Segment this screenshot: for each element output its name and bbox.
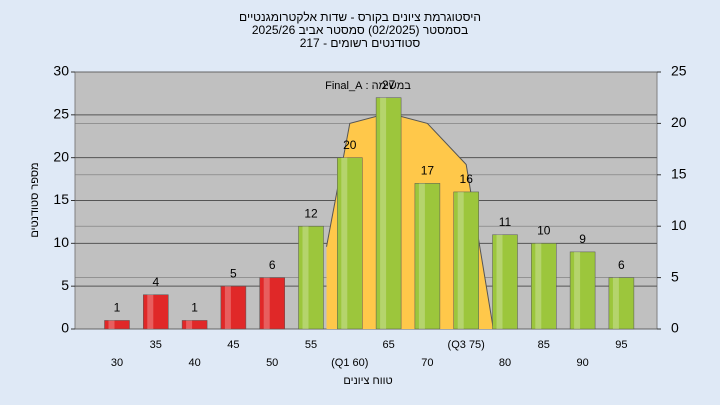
- bar-highlight: [612, 277, 619, 329]
- bar: [181, 320, 208, 330]
- y-tick-label: 15: [53, 191, 69, 207]
- bar: [375, 97, 402, 330]
- bar: [492, 234, 518, 330]
- value-label: 9: [579, 232, 586, 246]
- value-label: 11: [499, 215, 512, 229]
- value-label: 20: [343, 138, 357, 152]
- y-tick-label: 10: [53, 234, 69, 250]
- value-label: 4: [152, 275, 159, 289]
- bar: [104, 320, 130, 330]
- y-tick-label: 0: [61, 320, 69, 336]
- bar-highlight: [302, 226, 309, 329]
- bar-layer: [104, 97, 635, 330]
- x-axis-label: טווח ציונים: [343, 375, 392, 387]
- x-tick-label: 90: [576, 357, 588, 369]
- x-tick-label: 45: [227, 339, 239, 351]
- bar-highlight: [380, 97, 387, 329]
- x-tick-label: 55: [305, 339, 317, 351]
- y2-tick-label: 25: [671, 63, 687, 79]
- bar: [220, 285, 247, 330]
- bar: [608, 277, 635, 330]
- x-tick-label: 65: [382, 339, 394, 351]
- bar-highlight: [224, 286, 231, 329]
- y-axis-label: מספר סטודנטים: [29, 162, 41, 237]
- label-layer: 1 4 1 5 6 12 20 27 17 16 11 10 9 6: [114, 78, 625, 315]
- value-label: 6: [618, 258, 625, 272]
- y2-tick-label: 5: [671, 268, 679, 284]
- bar: [337, 157, 363, 330]
- bar: [259, 277, 285, 330]
- value-label: 10: [537, 224, 551, 238]
- chart-subtitle: סטודנטים רשומים - 217: [300, 36, 421, 50]
- x-tick-label: 30: [111, 357, 123, 369]
- y2-tick-label: 15: [671, 166, 687, 182]
- bar-highlight: [496, 234, 503, 329]
- y2-tick-label: 20: [671, 114, 687, 130]
- bar: [414, 183, 441, 330]
- value-label: 17: [421, 164, 435, 178]
- y-tick-label: 30: [53, 63, 69, 79]
- value-label: 12: [304, 206, 318, 220]
- bar: [453, 191, 479, 330]
- value-label: 1: [191, 301, 198, 315]
- value-label: 5: [230, 266, 237, 280]
- bar-highlight: [418, 183, 425, 329]
- y2-tick-label: 0: [671, 320, 679, 336]
- bar-highlight: [108, 320, 115, 329]
- bar: [531, 243, 557, 330]
- y-tick-label: 5: [61, 277, 69, 293]
- bar-highlight: [574, 251, 581, 329]
- x-tick-label: 80: [499, 357, 511, 369]
- y2-tick-label: 10: [671, 217, 687, 233]
- bar-highlight: [147, 294, 154, 329]
- value-label: 16: [460, 172, 474, 186]
- y-tick-label: 25: [53, 106, 69, 122]
- x-tick-label: (Q3 75): [448, 339, 485, 351]
- bar: [298, 225, 324, 330]
- distribution-area: [326, 113, 494, 330]
- annotation: במשימה : Final_A: [325, 80, 411, 92]
- bar-highlight: [535, 243, 542, 329]
- bar-highlight: [263, 277, 270, 329]
- bar: [569, 251, 596, 330]
- x-tick-label: 70: [421, 357, 433, 369]
- x-tick-label: 85: [538, 339, 550, 351]
- bar-highlight: [457, 191, 464, 329]
- bar-highlight: [186, 320, 193, 329]
- y-tick-label: 20: [53, 148, 69, 164]
- value-label: 1: [114, 301, 121, 315]
- value-label: 27: [382, 78, 396, 92]
- x-tick-label: 40: [188, 357, 200, 369]
- chart-title: היסטוגרמת ציונים בקורס - שדות אלקטרומגנט…: [239, 10, 481, 24]
- chart-subtitle: בסמסטר (02/2025) סמסטר אביב 2025/26: [252, 23, 468, 37]
- x-tick-label: (Q1 60): [331, 357, 368, 369]
- bar-highlight: [341, 157, 348, 329]
- value-label: 6: [269, 258, 276, 272]
- x-tick-label: 35: [150, 339, 162, 351]
- x-tick-label: 95: [615, 339, 627, 351]
- bar: [143, 294, 169, 330]
- x-tick-label: 50: [266, 357, 278, 369]
